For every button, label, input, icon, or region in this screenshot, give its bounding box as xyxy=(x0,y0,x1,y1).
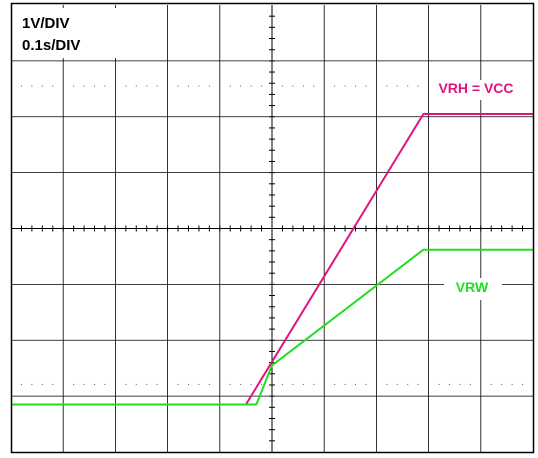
reference-dot xyxy=(177,383,179,385)
reference-dot xyxy=(52,383,54,385)
reference-dot xyxy=(334,85,336,87)
reference-dot xyxy=(511,383,513,385)
reference-dot xyxy=(41,85,43,87)
reference-dot xyxy=(407,383,409,385)
reference-dot xyxy=(334,383,336,385)
reference-dot xyxy=(355,383,357,385)
traces xyxy=(11,113,533,406)
center-axes xyxy=(11,5,533,452)
reference-dot xyxy=(459,383,461,385)
reference-dot xyxy=(522,383,524,385)
reference-dot xyxy=(187,85,189,87)
reference-dot xyxy=(417,85,419,87)
reference-dot xyxy=(302,85,304,87)
reference-dot xyxy=(125,383,127,385)
reference-dot xyxy=(104,383,106,385)
reference-dot xyxy=(208,85,210,87)
reference-dot xyxy=(490,383,492,385)
reference-dot xyxy=(41,383,43,385)
reference-dot xyxy=(73,85,75,87)
reference-dot xyxy=(156,85,158,87)
reference-dot xyxy=(198,383,200,385)
reference-dot xyxy=(261,383,263,385)
reference-dot xyxy=(386,383,388,385)
reference-dot xyxy=(438,383,440,385)
reference-dot xyxy=(396,383,398,385)
reference-dot xyxy=(250,383,252,385)
trace-label-vrw: VRW xyxy=(456,279,489,295)
reference-dot xyxy=(135,383,137,385)
reference-dot xyxy=(302,383,304,385)
trace-label-background xyxy=(444,278,502,300)
reference-dot xyxy=(344,383,346,385)
screen-frame xyxy=(10,2,535,454)
reference-dot xyxy=(52,85,54,87)
trace-label-background xyxy=(432,80,524,100)
reference-dot xyxy=(448,383,450,385)
reference-dot xyxy=(261,85,263,87)
reference-dot xyxy=(104,85,106,87)
reference-dot xyxy=(313,383,315,385)
reference-dot xyxy=(365,383,367,385)
trace-labels: VRH = VCC VRW xyxy=(432,80,524,300)
reference-dot xyxy=(240,85,242,87)
reference-dot xyxy=(229,383,231,385)
reference-dot xyxy=(156,383,158,385)
trace-vrw xyxy=(11,248,533,406)
reference-dot xyxy=(386,85,388,87)
reference-dot xyxy=(344,85,346,87)
reference-dot xyxy=(396,85,398,87)
reference-dot xyxy=(94,85,96,87)
reference-dot xyxy=(313,85,315,87)
reference-dot xyxy=(208,383,210,385)
reference-dot xyxy=(94,383,96,385)
reference-dot xyxy=(177,85,179,87)
reference-dot xyxy=(281,85,283,87)
reference-dot xyxy=(83,383,85,385)
reference-dot xyxy=(229,85,231,87)
volts-per-div-label: 1V/DIV xyxy=(22,15,70,32)
reference-dot xyxy=(240,383,242,385)
reference-dot xyxy=(355,85,357,87)
reference-dot xyxy=(135,85,137,87)
reference-dot xyxy=(292,383,294,385)
reference-dot xyxy=(407,85,409,87)
reference-dot xyxy=(83,85,85,87)
reference-dot xyxy=(417,383,419,385)
reference-dot xyxy=(125,85,127,87)
reference-dot xyxy=(469,383,471,385)
reference-dot xyxy=(250,85,252,87)
reference-dot xyxy=(73,383,75,385)
reference-dot xyxy=(146,85,148,87)
reference-dot xyxy=(187,383,189,385)
reference-dot xyxy=(365,85,367,87)
reference-dot xyxy=(20,383,22,385)
reference-dot xyxy=(31,383,33,385)
reference-dot xyxy=(281,383,283,385)
reference-dot xyxy=(501,383,503,385)
scale-label-box xyxy=(12,8,120,58)
reference-dot xyxy=(146,383,148,385)
trace-label-vrh: VRH = VCC xyxy=(438,80,513,96)
reference-dot xyxy=(198,85,200,87)
reference-dot xyxy=(31,85,33,87)
time-per-div-label: 0.1s/DIV xyxy=(22,37,80,54)
reference-dot xyxy=(20,85,22,87)
reference-dot xyxy=(292,85,294,87)
